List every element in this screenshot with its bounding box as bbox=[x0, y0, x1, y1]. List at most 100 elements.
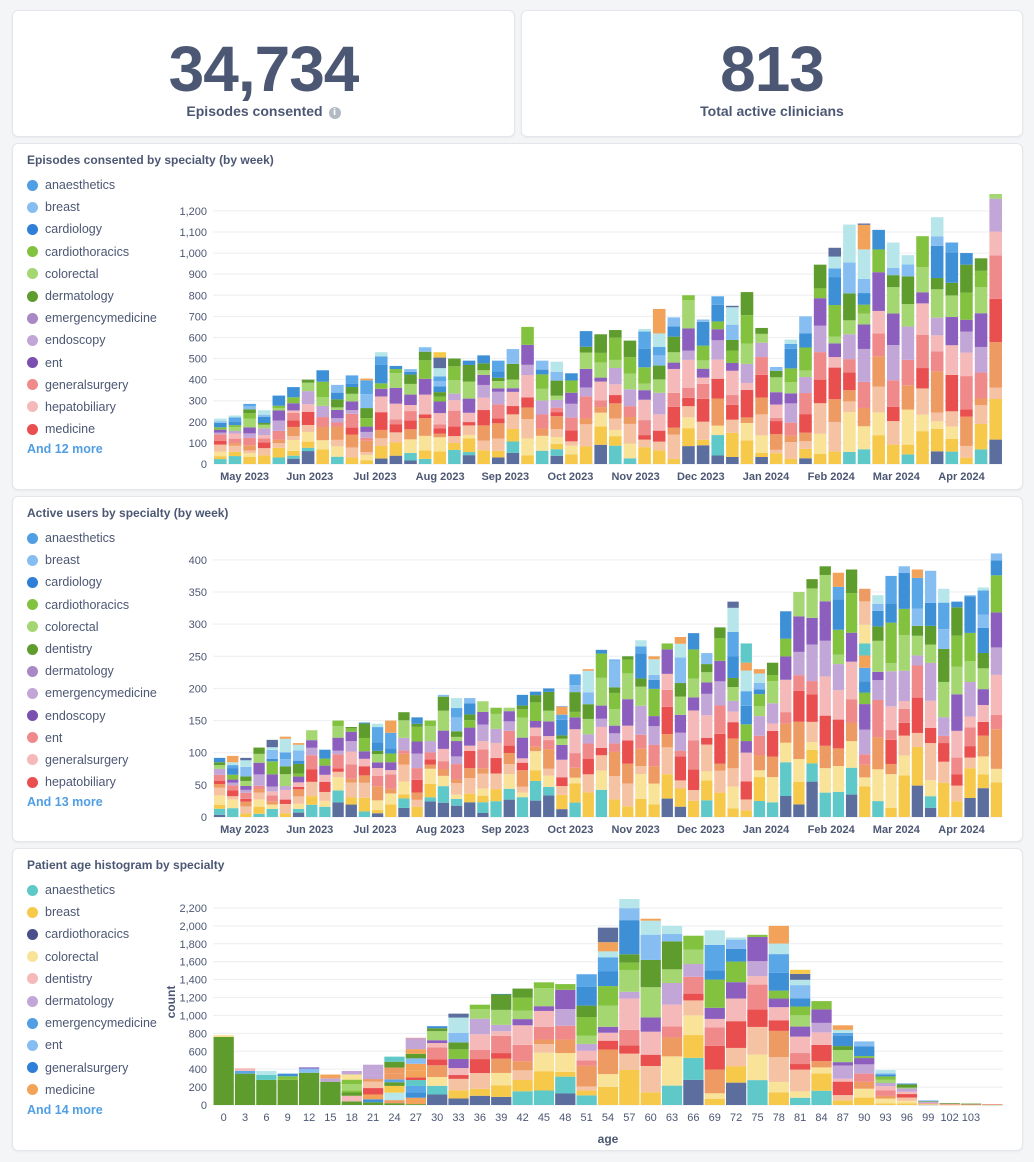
bar-segment[interactable] bbox=[503, 752, 515, 764]
bar-segment[interactable] bbox=[332, 771, 344, 778]
bar-segment[interactable] bbox=[859, 692, 871, 705]
bar-segment[interactable] bbox=[845, 794, 858, 817]
bar-segment[interactable] bbox=[945, 438, 959, 452]
bar-segment[interactable] bbox=[725, 937, 747, 940]
bar-segment[interactable] bbox=[240, 813, 252, 817]
bar-segment[interactable] bbox=[503, 774, 515, 789]
bar-segment[interactable] bbox=[385, 804, 397, 817]
bar-segment[interactable] bbox=[683, 935, 704, 950]
bar-segment[interactable] bbox=[477, 795, 489, 803]
bar-segment[interactable] bbox=[901, 326, 915, 360]
bar-segment[interactable] bbox=[405, 1104, 426, 1105]
bar-segment[interactable] bbox=[279, 803, 292, 814]
bar-segment[interactable] bbox=[345, 741, 357, 752]
bar-segment[interactable] bbox=[885, 730, 897, 740]
bar-segment[interactable] bbox=[374, 352, 388, 357]
bar-segment[interactable] bbox=[266, 747, 278, 750]
bar-segment[interactable] bbox=[491, 1053, 512, 1059]
bar-segment[interactable] bbox=[277, 1079, 298, 1105]
bar-segment[interactable] bbox=[859, 704, 871, 730]
bar-segment[interactable] bbox=[726, 419, 739, 433]
bar-segment[interactable] bbox=[277, 1076, 298, 1080]
bar-segment[interactable] bbox=[990, 768, 1003, 783]
bar-segment[interactable] bbox=[529, 736, 542, 747]
bar-segment[interactable] bbox=[768, 990, 789, 999]
bar-segment[interactable] bbox=[411, 753, 423, 769]
bar-segment[interactable] bbox=[331, 446, 344, 457]
bar-segment[interactable] bbox=[843, 262, 856, 294]
bar-segment[interactable] bbox=[341, 1079, 362, 1085]
bar-segment[interactable] bbox=[806, 763, 818, 782]
bar-segment[interactable] bbox=[345, 727, 357, 729]
bar-segment[interactable] bbox=[819, 601, 831, 641]
bar-segment[interactable] bbox=[843, 401, 856, 413]
bar-segment[interactable] bbox=[550, 444, 564, 450]
bar-segment[interactable] bbox=[667, 392, 681, 407]
bar-segment[interactable] bbox=[832, 1100, 854, 1105]
bar-segment[interactable] bbox=[859, 588, 871, 602]
bar-segment[interactable] bbox=[555, 1053, 576, 1072]
bar-segment[interactable] bbox=[960, 416, 973, 446]
bar-segment[interactable] bbox=[490, 713, 502, 729]
bar-segment[interactable] bbox=[384, 1061, 405, 1068]
bar-segment[interactable] bbox=[287, 440, 300, 451]
bar-segment[interactable] bbox=[857, 224, 871, 250]
bar-segment[interactable] bbox=[780, 656, 792, 680]
bar-segment[interactable] bbox=[535, 428, 549, 436]
bar-segment[interactable] bbox=[556, 777, 568, 787]
bar-segment[interactable] bbox=[916, 368, 929, 389]
bar-segment[interactable] bbox=[652, 379, 666, 393]
bar-segment[interactable] bbox=[854, 1097, 875, 1105]
bar-segment[interactable] bbox=[506, 379, 520, 389]
bar-segment[interactable] bbox=[911, 625, 924, 636]
bar-segment[interactable] bbox=[362, 1094, 384, 1100]
bar-segment[interactable] bbox=[939, 1104, 960, 1106]
bar-segment[interactable] bbox=[714, 792, 726, 817]
bar-segment[interactable] bbox=[886, 287, 900, 314]
bar-segment[interactable] bbox=[543, 786, 555, 796]
bar-segment[interactable] bbox=[240, 789, 252, 793]
bar-segment[interactable] bbox=[875, 1090, 896, 1096]
bar-segment[interactable] bbox=[753, 673, 766, 683]
bar-segment[interactable] bbox=[960, 352, 973, 377]
bar-segment[interactable] bbox=[411, 723, 423, 727]
bar-segment[interactable] bbox=[623, 357, 637, 374]
bar-segment[interactable] bbox=[243, 418, 256, 428]
bar-segment[interactable] bbox=[726, 404, 739, 420]
bar-segment[interactable] bbox=[638, 329, 651, 332]
bar-segment[interactable] bbox=[819, 745, 831, 769]
bar-segment[interactable] bbox=[556, 714, 568, 720]
bar-segment[interactable] bbox=[256, 1070, 277, 1075]
bar-segment[interactable] bbox=[674, 657, 687, 684]
bar-segment[interactable] bbox=[462, 381, 476, 399]
bar-segment[interactable] bbox=[362, 1064, 384, 1070]
bar-segment[interactable] bbox=[358, 811, 371, 817]
bar-segment[interactable] bbox=[918, 1104, 939, 1106]
bar-segment[interactable] bbox=[875, 1095, 896, 1099]
bar-segment[interactable] bbox=[448, 1068, 469, 1076]
bar-segment[interactable] bbox=[389, 373, 403, 389]
bar-segment[interactable] bbox=[619, 1029, 640, 1046]
bar-segment[interactable] bbox=[648, 716, 660, 727]
bar-segment[interactable] bbox=[306, 781, 318, 797]
bar-segment[interactable] bbox=[727, 786, 739, 809]
bar-segment[interactable] bbox=[648, 804, 660, 817]
legend-item-colorectal[interactable]: colorectal bbox=[27, 946, 177, 968]
bar-segment[interactable] bbox=[490, 728, 502, 743]
bar-segment[interactable] bbox=[506, 349, 520, 364]
bar-segment[interactable] bbox=[594, 334, 607, 353]
bar-segment[interactable] bbox=[579, 424, 593, 447]
bar-segment[interactable] bbox=[918, 1103, 939, 1105]
bar-segment[interactable] bbox=[924, 743, 937, 781]
bar-segment[interactable] bbox=[951, 666, 963, 695]
bar-segment[interactable] bbox=[896, 1100, 918, 1104]
bar-segment[interactable] bbox=[358, 723, 371, 738]
bar-segment[interactable] bbox=[930, 217, 944, 237]
bar-segment[interactable] bbox=[279, 774, 292, 787]
bar-segment[interactable] bbox=[582, 692, 594, 705]
bar-segment[interactable] bbox=[661, 689, 673, 707]
bar-segment[interactable] bbox=[727, 738, 739, 769]
bar-segment[interactable] bbox=[790, 1015, 811, 1027]
bar-segment[interactable] bbox=[828, 336, 842, 344]
bar-segment[interactable] bbox=[828, 247, 842, 257]
